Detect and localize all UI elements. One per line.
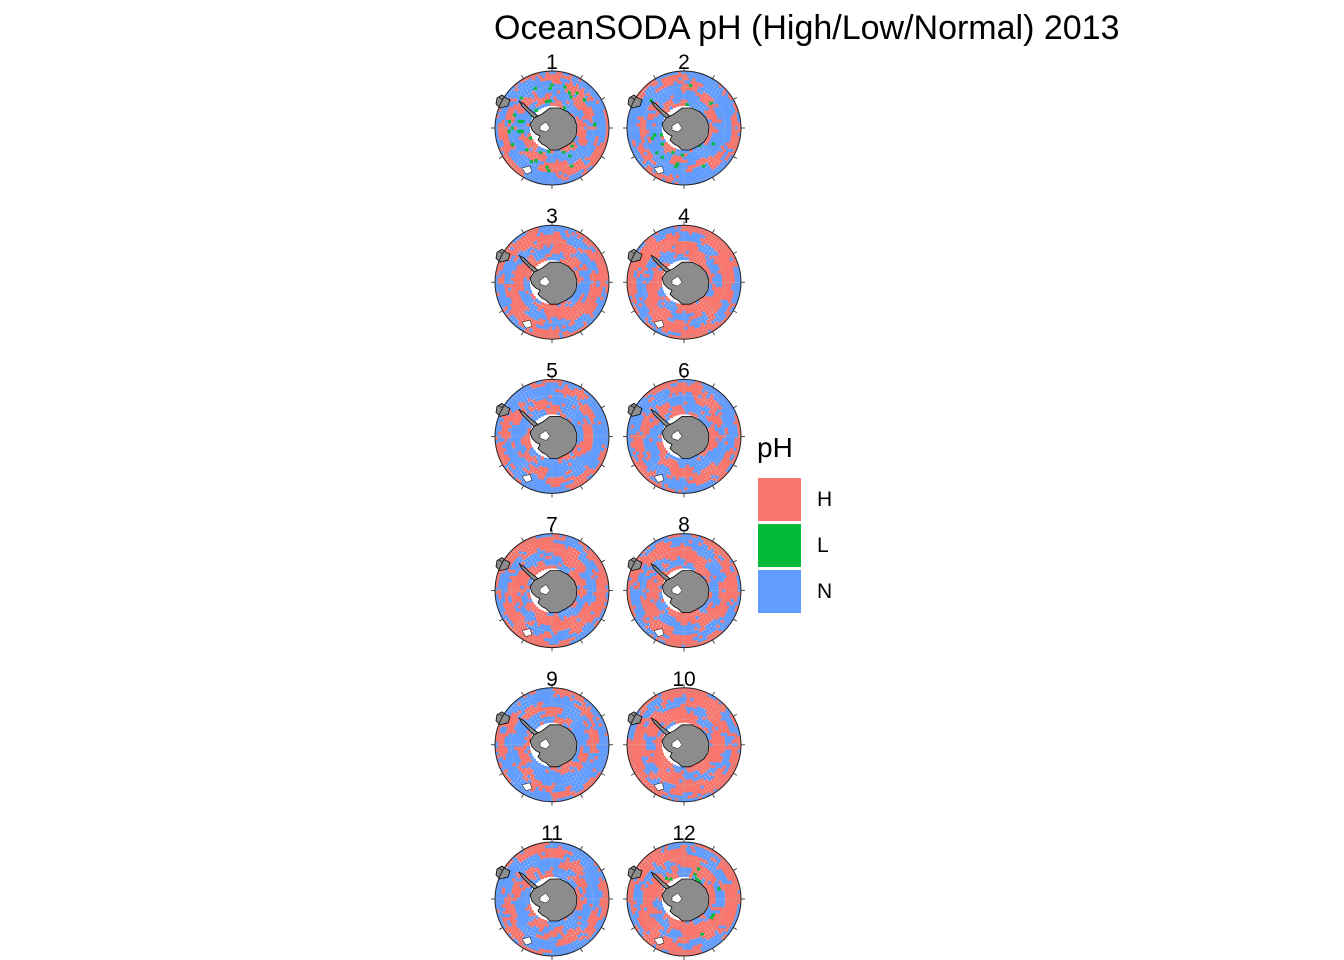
legend-swatch-normal <box>758 570 801 613</box>
antarctica-landmass <box>627 557 710 637</box>
graticule <box>627 225 741 340</box>
map-panel-11: 11 <box>491 822 613 960</box>
panel-label-7: 7 <box>546 514 558 537</box>
ph-category-cells <box>495 842 609 956</box>
map-panel-5: 5 <box>491 359 613 498</box>
graticule <box>627 842 741 956</box>
panel-label-4: 4 <box>678 205 690 228</box>
graticule <box>495 687 609 802</box>
map-panel-10: 10 <box>623 668 745 806</box>
graticule <box>495 379 609 494</box>
graticule <box>627 687 741 802</box>
legend-label-normal: N <box>817 580 833 603</box>
map-panel-4: 4 <box>623 205 745 344</box>
legend-label-low: L <box>817 534 829 557</box>
map-panel-3: 3 <box>491 205 613 344</box>
panel-label-8: 8 <box>678 514 690 537</box>
antarctica-landmass <box>627 865 710 946</box>
antarctica-landmass <box>495 248 578 329</box>
map-panel-7: 7 <box>491 514 613 652</box>
graticule <box>495 71 609 185</box>
antarctica-landmass <box>495 557 578 637</box>
ph-category-cells <box>495 71 609 185</box>
panel-label-12: 12 <box>672 822 695 845</box>
graticule <box>627 71 741 185</box>
panel-label-6: 6 <box>678 359 690 382</box>
legend-swatch-high <box>758 478 801 521</box>
ph-category-cells <box>495 533 609 648</box>
panel-label-1: 1 <box>546 51 558 74</box>
chart-title: OceanSODA pH (High/Low/Normal) 2013 <box>494 9 1120 47</box>
map-panel-1: 1 <box>491 51 613 189</box>
antarctica-landmass <box>627 94 710 175</box>
antarctica-landmass <box>627 711 710 792</box>
map-panel-8: 8 <box>623 514 745 652</box>
graticule <box>495 842 609 956</box>
ph-category-cells <box>627 225 741 340</box>
panel-label-2: 2 <box>678 51 690 74</box>
panel-label-11: 11 <box>541 822 563 845</box>
panel-label-9: 9 <box>546 668 558 691</box>
graticule <box>627 533 741 648</box>
panel-label-10: 10 <box>672 668 695 691</box>
panel-label-5: 5 <box>546 359 558 382</box>
legend-label-high: H <box>817 488 833 511</box>
legend-title: pH <box>757 432 793 463</box>
map-panel-12: 12 <box>623 822 745 960</box>
map-panel-9: 9 <box>491 668 613 806</box>
map-panel-2: 2 <box>623 51 745 189</box>
map-panel-6: 6 <box>623 359 745 498</box>
panel-label-3: 3 <box>546 205 558 228</box>
graticule <box>495 225 609 340</box>
antarctica-landmass <box>627 402 710 483</box>
antarctica-landmass <box>627 248 710 329</box>
graticule <box>495 533 609 648</box>
legend-swatch-low <box>758 524 801 567</box>
graticule <box>627 379 741 494</box>
